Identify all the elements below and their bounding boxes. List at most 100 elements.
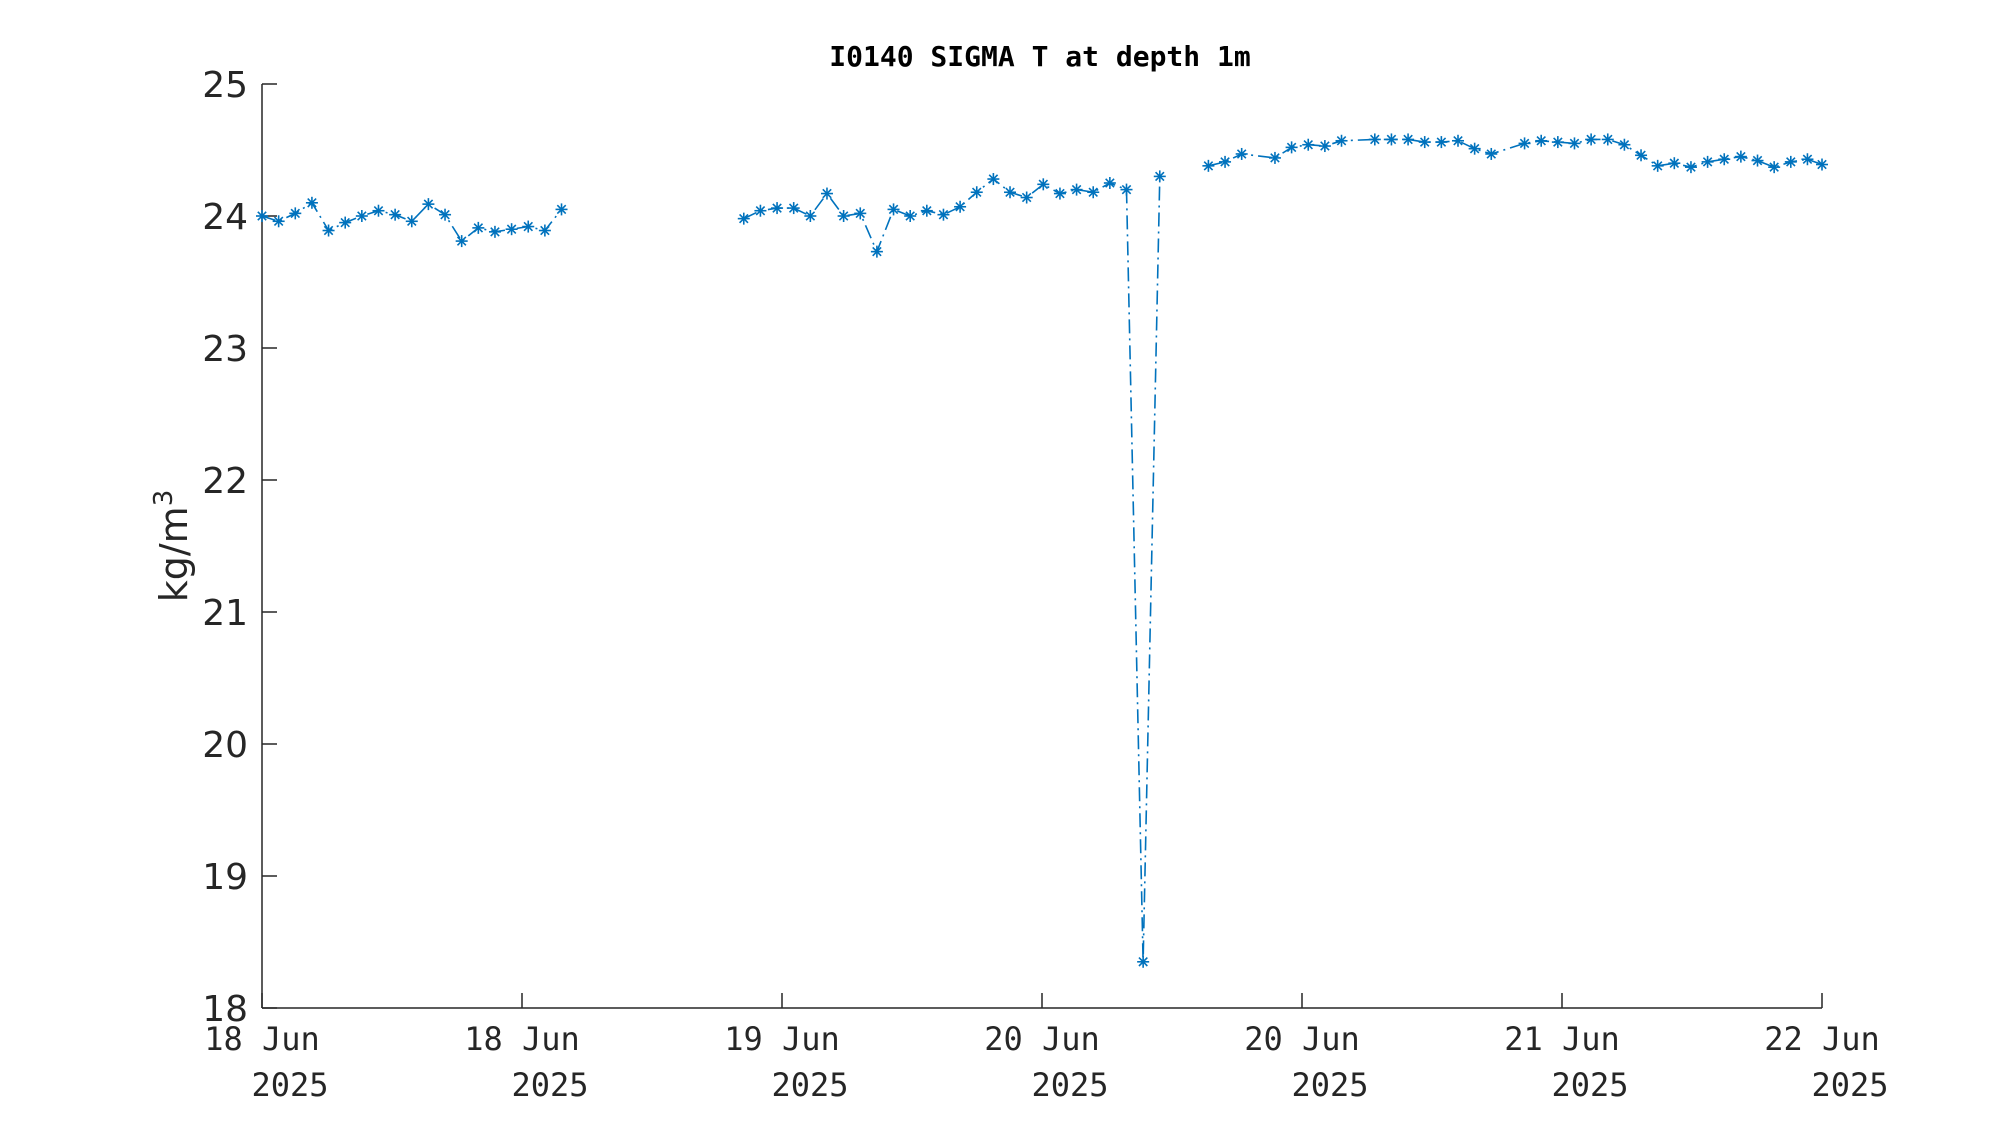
data-point bbox=[372, 204, 385, 217]
data-point bbox=[1087, 186, 1100, 199]
data-point bbox=[1684, 161, 1697, 174]
y-tick-label: 22 bbox=[202, 461, 248, 502]
x-tick-label-day: 21 Jun bbox=[1504, 1020, 1620, 1058]
y-ticks: 18 19 20 21 22 23 24 25 bbox=[202, 65, 277, 1030]
data-point bbox=[1385, 133, 1398, 146]
x-tick-label-day: 22 Jun bbox=[1764, 1020, 1880, 1058]
data-point bbox=[754, 204, 767, 217]
data-point bbox=[1801, 153, 1814, 166]
data-point bbox=[1285, 141, 1298, 154]
data-point bbox=[1335, 134, 1348, 147]
y-tick-label: 24 bbox=[202, 197, 248, 238]
data-point bbox=[1816, 158, 1828, 171]
data-point bbox=[488, 225, 501, 238]
data-point bbox=[289, 207, 302, 220]
data-point bbox=[887, 203, 900, 216]
y-axis-label-superscript: 3 bbox=[149, 490, 179, 507]
data-point bbox=[455, 235, 468, 248]
x-tick-label-day: 18 Jun bbox=[464, 1020, 580, 1058]
data-point bbox=[1568, 137, 1581, 150]
y-tick-label: 23 bbox=[202, 329, 248, 370]
data-point bbox=[1468, 142, 1481, 155]
data-point bbox=[1485, 147, 1498, 160]
data-point bbox=[771, 202, 784, 215]
axes bbox=[261, 84, 1822, 1009]
data-point bbox=[505, 223, 518, 236]
data-point bbox=[820, 187, 833, 200]
x-tick-label-day: 18 Jun bbox=[204, 1020, 320, 1058]
data-point bbox=[1418, 136, 1431, 149]
data-point bbox=[538, 224, 551, 237]
y-axis-label: kg/m3 bbox=[149, 490, 196, 603]
data-point bbox=[1452, 134, 1464, 147]
data-point bbox=[522, 220, 535, 233]
data-point bbox=[1618, 138, 1631, 151]
data-point bbox=[389, 208, 402, 221]
x-tick-label-year: 2025 bbox=[771, 1066, 848, 1104]
series-line bbox=[1208, 138, 1823, 169]
series-line bbox=[743, 176, 1161, 962]
data-point bbox=[355, 210, 368, 222]
data-point bbox=[1701, 155, 1714, 168]
data-point bbox=[1435, 136, 1448, 149]
data-point bbox=[1784, 155, 1797, 168]
data-point bbox=[272, 215, 285, 228]
x-tick-label-day: 20 Jun bbox=[984, 1020, 1100, 1058]
data-point bbox=[1053, 187, 1066, 200]
data-point bbox=[837, 210, 850, 222]
data-point bbox=[970, 186, 983, 199]
x-tick-label-day: 19 Jun bbox=[724, 1020, 840, 1058]
data-point bbox=[1103, 177, 1116, 189]
data-point bbox=[1070, 183, 1083, 196]
y-tick-label: 19 bbox=[202, 857, 248, 898]
data-point bbox=[1668, 157, 1681, 170]
x-tick-label-day: 20 Jun bbox=[1244, 1020, 1360, 1058]
data-point bbox=[987, 173, 1000, 186]
data-point bbox=[1302, 138, 1315, 151]
y-tick-label: 25 bbox=[202, 65, 248, 106]
data-point bbox=[937, 208, 950, 221]
data-point bbox=[256, 210, 268, 222]
data-point bbox=[870, 245, 883, 258]
data-point bbox=[1120, 183, 1133, 196]
x-tick-label-year: 2025 bbox=[1291, 1066, 1368, 1104]
data-point bbox=[954, 200, 967, 213]
data-point bbox=[1368, 133, 1381, 146]
data-point bbox=[1535, 134, 1548, 147]
data-point bbox=[1551, 136, 1564, 149]
y-tick-label: 18 bbox=[202, 989, 248, 1030]
data-point bbox=[1153, 170, 1166, 183]
data-point bbox=[904, 210, 917, 222]
data-point bbox=[439, 208, 452, 221]
data-point bbox=[1635, 149, 1648, 162]
data-point bbox=[1768, 161, 1781, 174]
data-point bbox=[1734, 150, 1747, 163]
y-axis-label-base: kg/m bbox=[152, 506, 196, 602]
data-point bbox=[1219, 155, 1232, 168]
data-point bbox=[1518, 137, 1531, 150]
data-point bbox=[1601, 133, 1614, 146]
x-tick-label-year: 2025 bbox=[1551, 1066, 1628, 1104]
data-point bbox=[1202, 159, 1215, 172]
data-point bbox=[804, 210, 817, 222]
chart-title: I0140 SIGMA T at depth 1m bbox=[829, 40, 1250, 73]
data-point bbox=[1137, 955, 1150, 968]
data-point bbox=[1020, 191, 1033, 204]
data-point bbox=[555, 203, 568, 216]
data-point bbox=[1585, 133, 1598, 146]
data-point bbox=[920, 204, 933, 217]
data-point bbox=[1004, 186, 1017, 199]
data-point bbox=[1402, 133, 1415, 146]
x-ticks: 18 Jun 2025 18 Jun 2025 19 Jun 2025 20 Jun 2025… bbox=[204, 993, 1889, 1104]
data-point bbox=[1037, 178, 1050, 191]
data-point bbox=[1235, 147, 1248, 160]
data-point bbox=[1651, 159, 1664, 172]
x-tick-label-year: 2025 bbox=[1031, 1066, 1108, 1104]
data-point bbox=[1268, 151, 1281, 164]
data-point bbox=[422, 198, 435, 211]
data-point bbox=[472, 221, 485, 234]
data-point bbox=[1718, 153, 1731, 166]
x-tick-label-year: 2025 bbox=[1811, 1066, 1888, 1104]
data-point bbox=[737, 212, 750, 225]
